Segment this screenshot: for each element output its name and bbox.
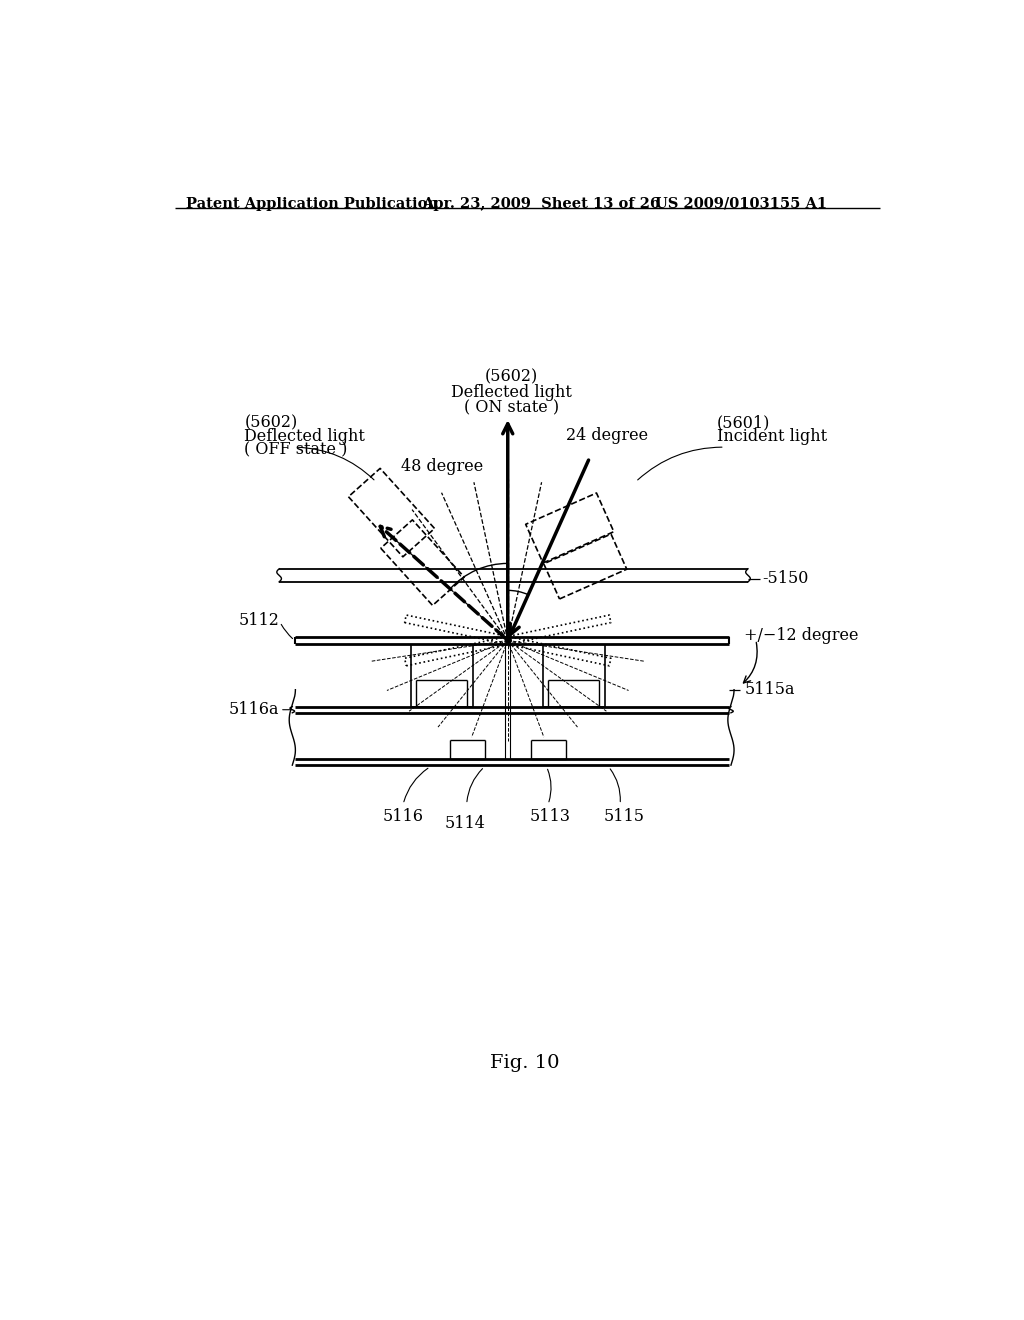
Text: Fig. 10: Fig. 10: [490, 1055, 559, 1072]
Text: ( OFF state ): ( OFF state ): [245, 441, 347, 458]
Text: ( ON state ): ( ON state ): [464, 400, 559, 416]
Text: Apr. 23, 2009  Sheet 13 of 26: Apr. 23, 2009 Sheet 13 of 26: [423, 197, 660, 211]
Text: +/−12 degree: +/−12 degree: [744, 627, 859, 644]
Text: Incident light: Incident light: [717, 428, 827, 445]
Text: US 2009/0103155 A1: US 2009/0103155 A1: [655, 197, 827, 211]
Text: Deflected light: Deflected light: [452, 384, 572, 401]
Text: (5602): (5602): [245, 414, 298, 432]
Text: Patent Application Publication: Patent Application Publication: [186, 197, 438, 211]
Text: 48 degree: 48 degree: [400, 458, 483, 475]
Text: 5115: 5115: [603, 808, 644, 825]
Text: -5150: -5150: [762, 570, 808, 587]
Text: 5114: 5114: [444, 816, 485, 832]
Text: (5602): (5602): [485, 368, 539, 385]
Text: 5113: 5113: [529, 808, 570, 825]
Text: 5116: 5116: [383, 808, 424, 825]
Text: 24 degree: 24 degree: [566, 428, 648, 444]
Text: Deflected light: Deflected light: [245, 428, 366, 445]
Text: (5601): (5601): [717, 414, 770, 432]
Text: 5115a: 5115a: [744, 681, 795, 698]
Text: 5116a: 5116a: [228, 701, 280, 718]
Text: 5112: 5112: [239, 612, 280, 628]
